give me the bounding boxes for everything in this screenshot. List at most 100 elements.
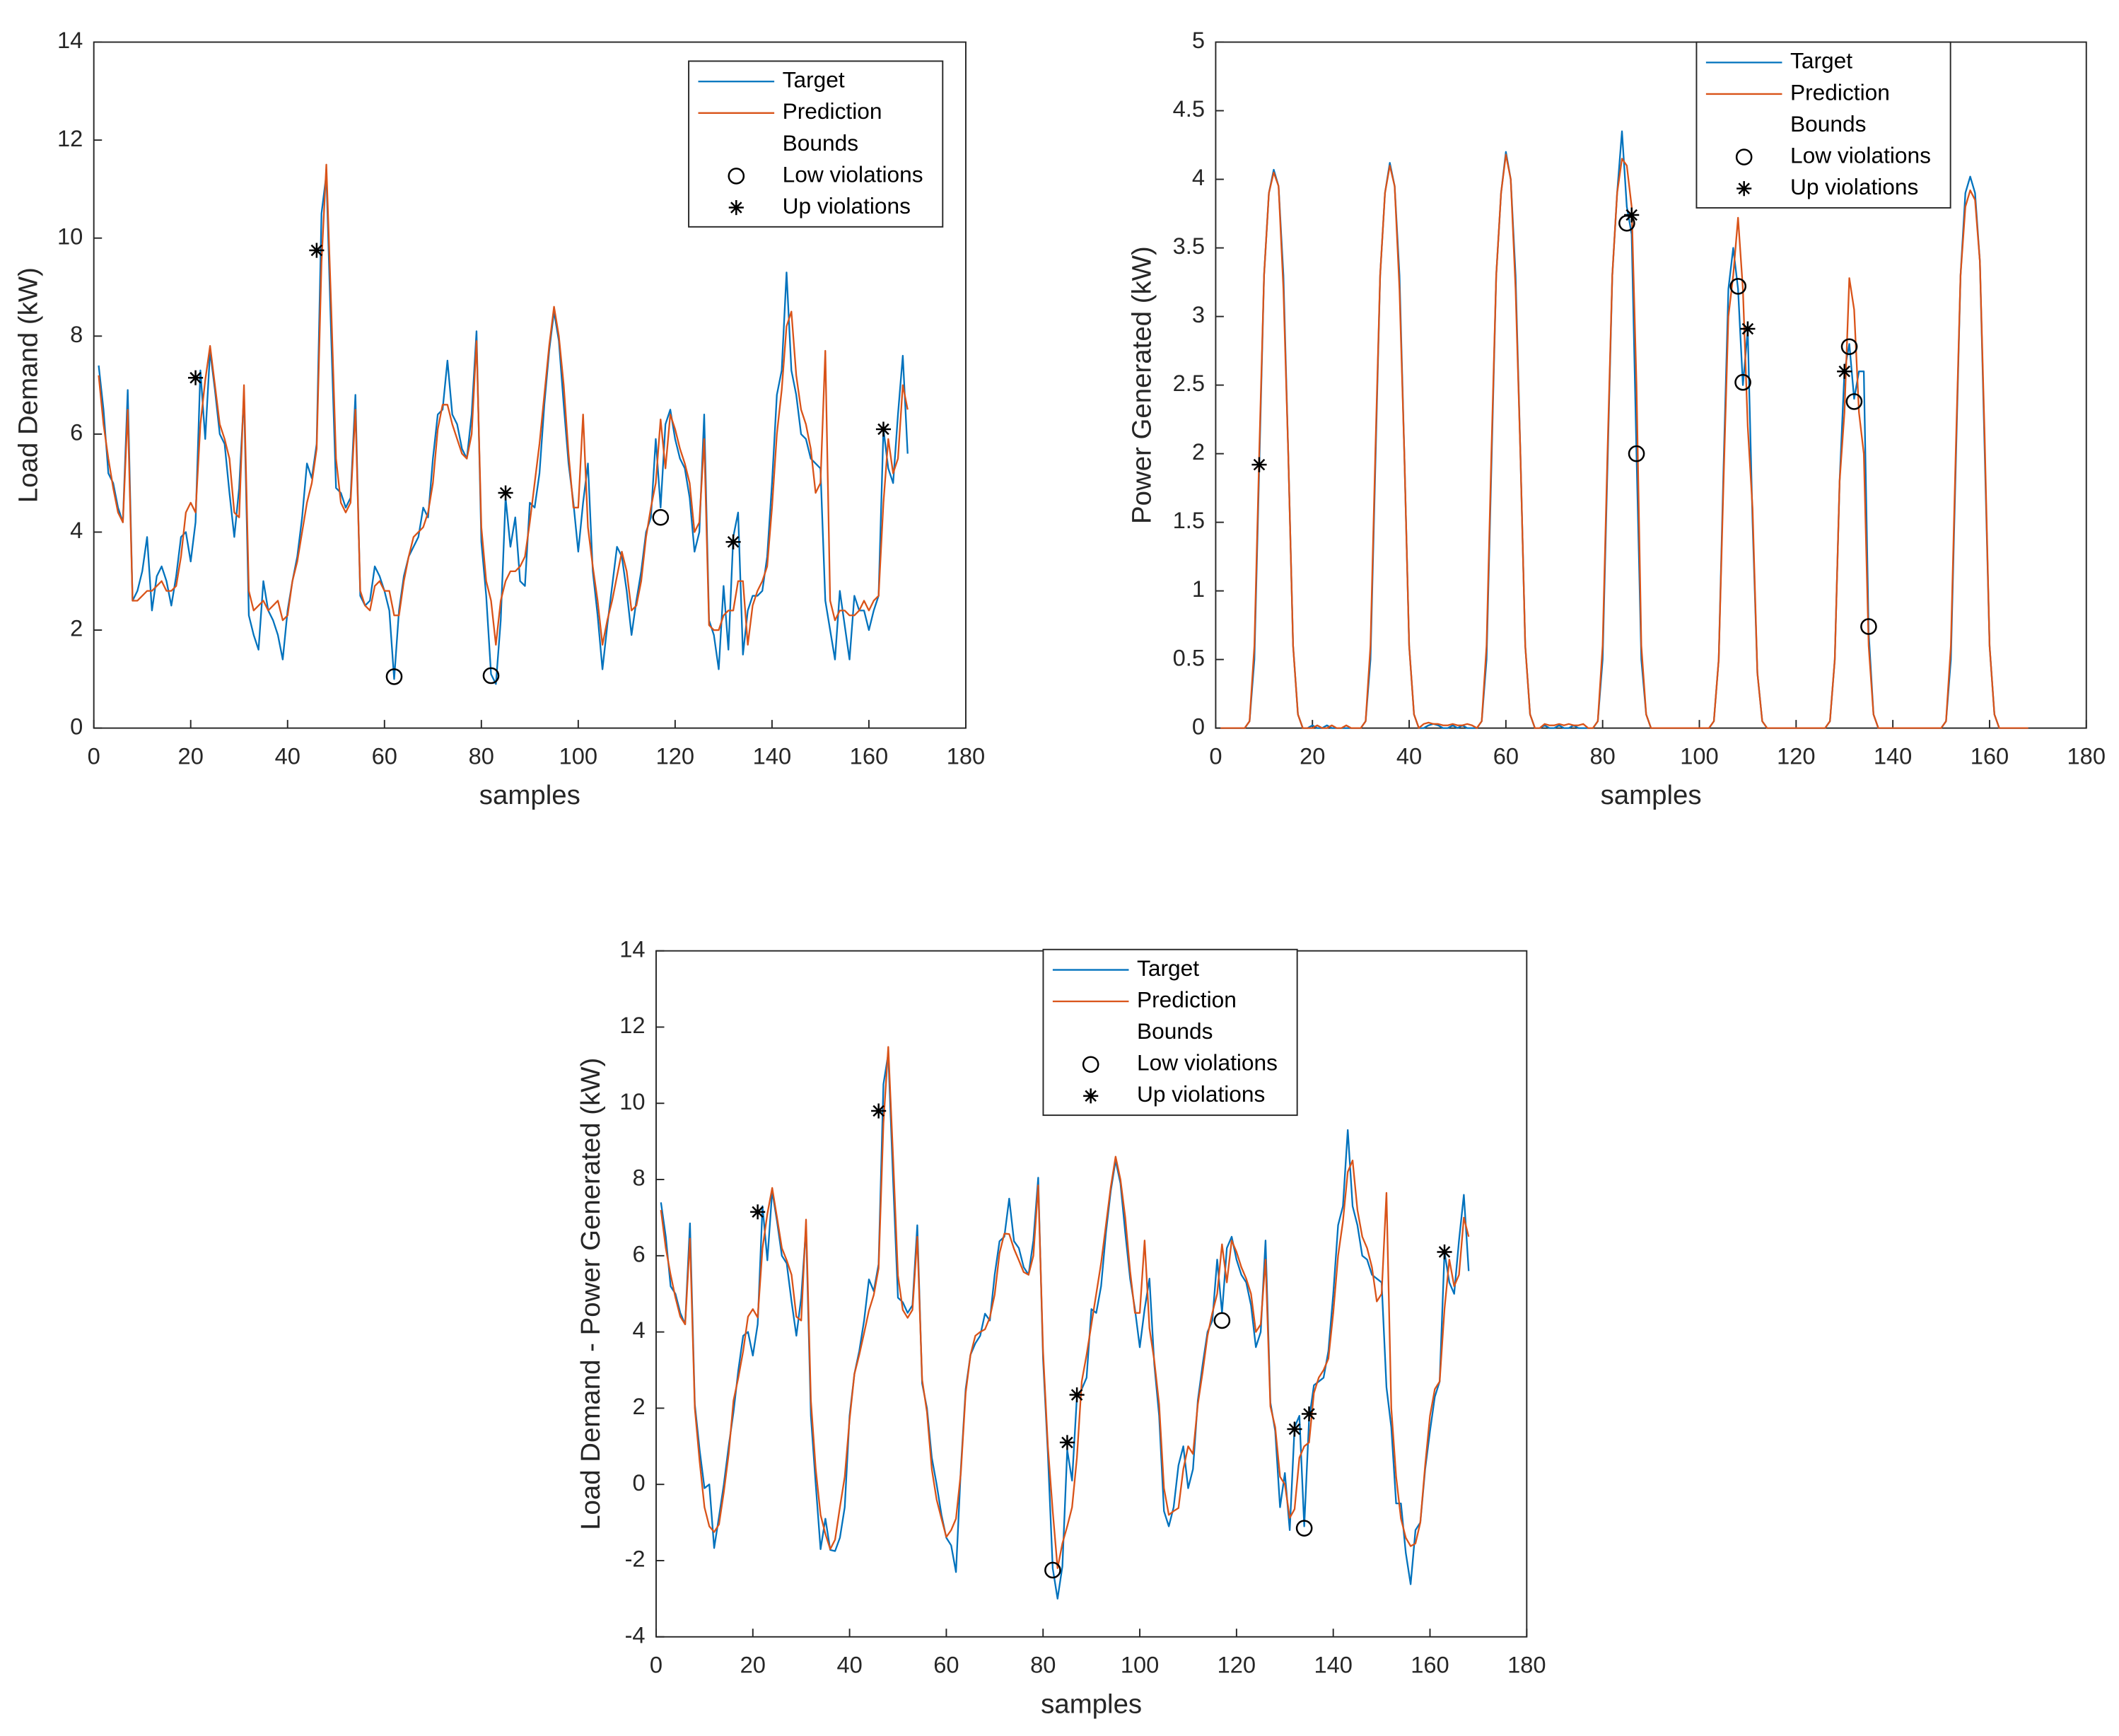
x-axis-label: samples: [1601, 780, 1702, 810]
y-tick-label: 1.5: [1173, 507, 1205, 533]
legend-label: Target: [1137, 955, 1199, 981]
x-tick-label: 60: [933, 1652, 959, 1678]
legend: Target Prediction Bounds Low violations Up v…: [1695, 41, 1951, 209]
violation-marker: [1437, 1244, 1452, 1260]
y-tick-label: 5: [1192, 27, 1205, 53]
x-tick-label: 160: [850, 743, 888, 769]
violation-marker: [750, 1204, 766, 1220]
y-tick-label: 4: [1192, 164, 1205, 190]
y-tick-label: 0: [632, 1469, 645, 1496]
x-tick-label: 80: [1590, 743, 1616, 769]
violation-marker: [871, 1103, 887, 1119]
legend-label: Low violations: [1137, 1050, 1278, 1076]
y-tick-label: 0: [1192, 713, 1205, 739]
x-tick-label: 40: [836, 1652, 862, 1678]
violation-marker: [1840, 338, 1858, 356]
violation-marker: [1287, 1421, 1302, 1437]
x-tick-label: 140: [753, 743, 791, 769]
legend-label: Prediction: [1137, 987, 1237, 1013]
x-axis-label: samples: [479, 780, 580, 810]
violation-marker: [309, 243, 325, 258]
y-tick-label: -2: [625, 1546, 646, 1572]
y-axis-label: Load Demand - Power Generated (kW): [576, 1058, 606, 1530]
y-tick-label: 4.5: [1173, 95, 1205, 122]
legend-marker: [1082, 1056, 1099, 1073]
series-line: [1220, 153, 2028, 729]
violation-marker: [1295, 1520, 1313, 1537]
violation-marker: [482, 667, 500, 685]
legend-marker: [1735, 148, 1753, 165]
legend-marker: [1736, 181, 1752, 197]
x-tick-label: 120: [1777, 743, 1815, 769]
y-tick-label: 4: [70, 517, 83, 543]
x-tick-label: 140: [1314, 1652, 1352, 1678]
legend-marker: [728, 168, 745, 185]
legend-box: [1695, 41, 1951, 209]
y-tick-label: 12: [57, 125, 83, 151]
y-tick-label: 14: [57, 27, 83, 53]
violation-marker: [1069, 1387, 1085, 1403]
y-tick-label: 1: [1192, 576, 1205, 602]
x-tick-label: 100: [1680, 743, 1718, 769]
legend-label: Low violations: [1790, 142, 1931, 168]
legend-box: [1042, 948, 1298, 1117]
x-tick-label: 120: [1218, 1652, 1256, 1678]
violation-marker: [1301, 1406, 1317, 1422]
y-tick-label: 4: [632, 1317, 645, 1343]
y-tick-label: 0.5: [1173, 644, 1205, 670]
legend-label: Bounds: [1790, 111, 1866, 136]
y-tick-label: 14: [619, 936, 645, 962]
violation-marker: [1213, 1312, 1231, 1329]
y-tick-label: 3: [1192, 301, 1205, 327]
violation-marker: [498, 485, 513, 501]
x-tick-label: 100: [1121, 1652, 1159, 1678]
x-tick-label: 20: [1300, 743, 1325, 769]
violation-marker: [1624, 207, 1640, 223]
x-tick-label: 40: [1396, 743, 1422, 769]
x-tick-label: 160: [1971, 743, 2009, 769]
legend-label: Prediction: [783, 98, 882, 124]
x-tick-label: 160: [1411, 1652, 1449, 1678]
legend-label: Up violations: [783, 193, 911, 219]
legend: Target Prediction Bounds Low violations Up v…: [688, 60, 944, 228]
x-tick-label: 140: [1874, 743, 1912, 769]
x-tick-label: 80: [469, 743, 494, 769]
x-tick-label: 0: [1209, 743, 1222, 769]
y-tick-label: 10: [619, 1088, 645, 1114]
series-line: [660, 1046, 1470, 1569]
x-axis-label: samples: [1041, 1689, 1142, 1719]
legend-label: Target: [783, 67, 845, 93]
plot-frame: [1215, 41, 2087, 729]
x-tick-label: 180: [947, 743, 985, 769]
y-axis-label: Load Demand (kW): [13, 267, 44, 503]
legend-label: Up violations: [1790, 174, 1918, 199]
x-tick-label: 80: [1030, 1652, 1056, 1678]
x-tick-label: 180: [2067, 743, 2106, 769]
legend-label: Bounds: [1137, 1018, 1213, 1044]
x-tick-label: 0: [88, 743, 100, 769]
series-line: [98, 163, 909, 646]
violation-marker: [875, 421, 892, 437]
violation-marker: [1740, 321, 1756, 337]
violation-marker: [1729, 278, 1747, 295]
y-tick-label: 8: [70, 321, 83, 347]
x-tick-label: 20: [178, 743, 204, 769]
x-tick-label: 120: [656, 743, 694, 769]
violation-marker: [1251, 457, 1267, 472]
x-tick-label: 0: [650, 1652, 662, 1678]
x-tick-label: 60: [372, 743, 397, 769]
violation-marker: [1044, 1561, 1061, 1579]
legend-label: Target: [1790, 48, 1852, 74]
legend-marker: [1083, 1088, 1099, 1104]
violation-marker: [1860, 618, 1877, 635]
violation-marker: [725, 534, 741, 549]
y-tick-label: 2.5: [1173, 370, 1205, 396]
y-tick-label: 6: [632, 1240, 645, 1266]
series-line: [660, 1053, 1470, 1600]
x-tick-label: 180: [1507, 1652, 1546, 1678]
y-tick-label: 10: [57, 223, 83, 249]
series-line: [98, 173, 909, 685]
y-tick-label: 12: [619, 1012, 645, 1038]
